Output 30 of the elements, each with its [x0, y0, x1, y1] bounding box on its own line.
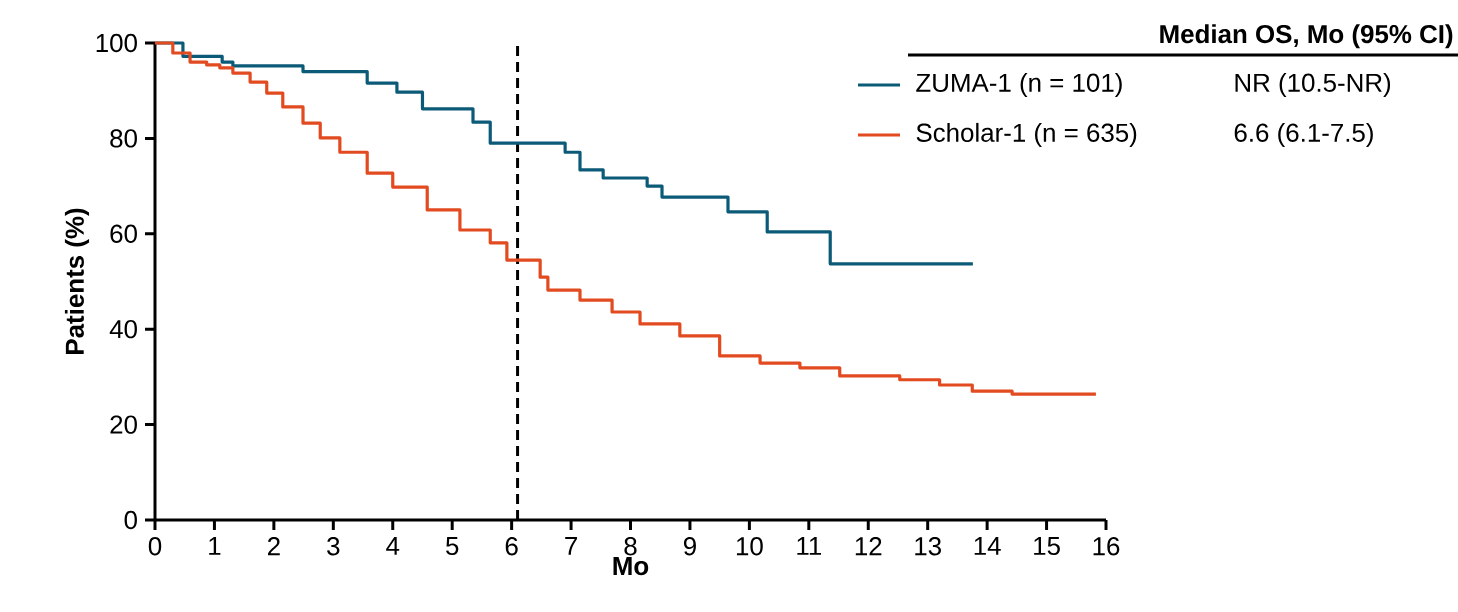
x-tick-label: 15 — [1034, 537, 1060, 556]
x-tick-label: 4 — [386, 537, 400, 555]
x-tick-label: 7 — [565, 537, 577, 555]
legend-label: Scholar-1 (n = 635) — [916, 122, 1137, 148]
text: 6.6 (6.1-7.5) — [1234, 122, 1373, 148]
legend-title: Median OS, Mo (95% CI) — [1160, 24, 1453, 49]
y-tick-label: 0 — [124, 510, 137, 530]
x-tick-label: 0 — [148, 537, 162, 556]
y-tick-label: 80 — [110, 129, 137, 148]
legend-label: ZUMA-1 (n = 101) — [916, 72, 1122, 98]
x-tick-label: 11 — [797, 537, 822, 555]
x-tick-label: 6 — [505, 537, 518, 556]
y-tick-label: 100 — [96, 33, 137, 53]
x-tick-label: 13 — [915, 537, 941, 556]
x-tick-label: 9 — [683, 537, 696, 556]
x-axis-title: Mo — [613, 557, 649, 576]
x-tick-label: 3 — [327, 537, 340, 556]
y-tick-label: 20 — [110, 415, 137, 434]
x-tick-label: 10 — [736, 537, 763, 556]
y-tick-label: 40 — [109, 320, 137, 339]
text: NR (10.5-NR) — [1235, 72, 1391, 98]
x-tick-label: 1 — [209, 537, 221, 555]
x-tick-label: 5 — [446, 537, 459, 556]
x-tick-label: 2 — [267, 537, 280, 556]
x-tick-label: 12 — [855, 537, 882, 556]
x-tick-label: 16 — [1093, 537, 1120, 556]
x-tick-label: 14 — [974, 537, 1001, 555]
y-tick-label: 60 — [110, 224, 137, 243]
x-tick-label: 8 — [624, 537, 637, 556]
y-axis-title: Patients (%) — [64, 208, 90, 354]
